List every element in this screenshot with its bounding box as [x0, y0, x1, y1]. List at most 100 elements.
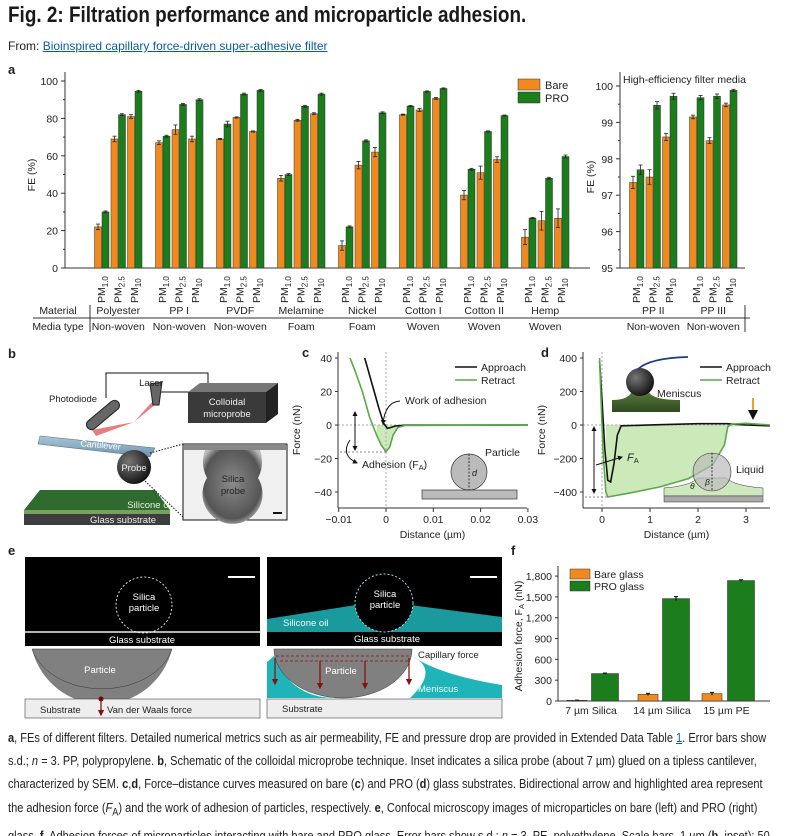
figure-title: Fig. 2: Filtration performance and micro… — [8, 2, 527, 27]
x-tick-label: PM1.0 — [631, 276, 645, 303]
panel-e-confocal: Silica particle Glass substrate Silica p… — [24, 557, 503, 719]
inset-label-2: probe — [221, 486, 245, 497]
wire — [159, 391, 190, 398]
material-label: PP II — [642, 305, 665, 317]
bar-pro — [439, 88, 448, 269]
caption-segment: , — [128, 776, 132, 792]
bar-pro-glass — [727, 580, 755, 702]
bar-pro — [378, 112, 387, 269]
bar-pro — [179, 104, 187, 269]
x-tick-label: PM2.5 — [113, 276, 127, 303]
x-tick-label: PM10 — [373, 278, 387, 303]
x-tick-label: PM10 — [434, 278, 448, 303]
photodiode-label: Photodiode — [49, 394, 97, 405]
caption-segment: F — [105, 799, 113, 815]
confocal-image-bare — [25, 557, 260, 646]
figure-panels: a b c d e f 020406080100PM1.0PM2.5PM10Po… — [8, 62, 771, 719]
substrate-label: Substrate — [282, 704, 323, 715]
bar-pro — [484, 131, 492, 269]
bar-group: 15 µm PE — [701, 579, 755, 717]
silica-probe-image — [202, 450, 263, 524]
bar-pro — [118, 114, 126, 269]
adhesion-pointer-arrow — [345, 439, 358, 464]
silica-label-2: particle — [370, 600, 401, 611]
y-tick-label: −400 — [553, 487, 577, 499]
source-article-link[interactable]: Bioinspired capillary force-driven super… — [42, 39, 328, 53]
bar-pro — [301, 105, 309, 269]
bar-pro — [345, 226, 354, 269]
y-tick-label: 20 — [320, 387, 332, 399]
legend-label-approach: Approach — [726, 362, 771, 374]
y-tick-label: 95 — [601, 263, 613, 275]
laser-beam — [134, 402, 156, 422]
particle-outline — [354, 573, 414, 633]
y-tick-label: 600 — [534, 654, 552, 666]
bar-pro — [101, 211, 110, 269]
x-tick-label: 0.03 — [518, 514, 539, 526]
photodiode-icon — [86, 399, 120, 431]
x-tick-label: PM10 — [129, 278, 143, 303]
particle-ball — [626, 368, 654, 396]
media-type-label: Non-woven — [92, 321, 145, 333]
y-tick-label: 20 — [46, 226, 58, 238]
theta-label: θ — [690, 481, 695, 491]
bar-group: 14 µm Silica — [633, 596, 691, 717]
bar-pro — [240, 93, 248, 269]
bar-bare — [371, 151, 379, 269]
y-axis-label: Adhesion force, FA (nN) — [513, 581, 526, 692]
panel-letter-e: e — [8, 543, 15, 558]
probe-label: Probe — [121, 463, 146, 474]
bar-pro — [362, 140, 370, 269]
x-tick-label: PM2.5 — [357, 276, 371, 303]
y-tick-label: 40 — [46, 188, 58, 200]
bar-pro — [545, 177, 553, 269]
substrate-block — [24, 698, 261, 719]
panel-letter-c: c — [302, 345, 309, 360]
x-tick-label: PM1.0 — [401, 276, 415, 303]
fa-label: FA — [627, 452, 639, 465]
capillary-force-label: Capillary force — [418, 650, 479, 661]
inset-label-1: Silica — [222, 474, 245, 485]
panel-letter-a: a — [8, 62, 16, 77]
meniscus-inset-base — [612, 390, 680, 412]
bar-bare — [399, 114, 407, 269]
table-link[interactable]: 1 — [676, 730, 683, 745]
x-tick-label: PM2.5 — [418, 276, 432, 303]
x-tick-label: 0.02 — [470, 514, 491, 526]
y-tick-label: 80 — [46, 113, 58, 125]
caption-segment: . Error bars show s.d.; — [8, 730, 767, 769]
category-label: 15 µm PE — [703, 705, 749, 717]
x-tick-label: PM2.5 — [479, 276, 493, 303]
bar-pro — [713, 95, 721, 269]
media-type-label: Woven — [529, 321, 562, 333]
x-tick-label: PM10 — [190, 278, 204, 303]
bar-pro — [317, 93, 326, 269]
y-tick-label: 0 — [546, 696, 552, 708]
x-tick-label: PM1.0 — [523, 276, 537, 303]
high-efficiency-title: High-efficiency filter media — [623, 74, 746, 86]
caption-segment: b — [157, 753, 164, 769]
bar-pro — [256, 90, 265, 269]
glass-substrate-layer — [24, 514, 170, 525]
glass-substrate-label: Glass substrate — [90, 515, 156, 526]
bar-bare — [415, 109, 424, 269]
x-tick-label: PM10 — [251, 278, 265, 303]
caption-segment: = 3. PE, polyethylene. Scale bars, 1 µm … — [507, 828, 712, 836]
silica-label-1: Silica — [374, 589, 397, 600]
substrate-block — [266, 698, 503, 719]
cantilever-curve — [637, 356, 689, 370]
substrate-inset — [663, 495, 764, 503]
y-tick-label: 1,800 — [526, 571, 552, 583]
bar-pro-glass — [662, 598, 690, 702]
y-axis-label: Force (nN) — [536, 405, 548, 455]
y-tick-label: 0 — [52, 263, 58, 275]
bar-bare — [216, 138, 224, 269]
legend-swatch — [569, 568, 591, 580]
caption-segment: ) and PRO ( — [360, 776, 420, 792]
legend-label-approach: Approach — [481, 362, 526, 374]
